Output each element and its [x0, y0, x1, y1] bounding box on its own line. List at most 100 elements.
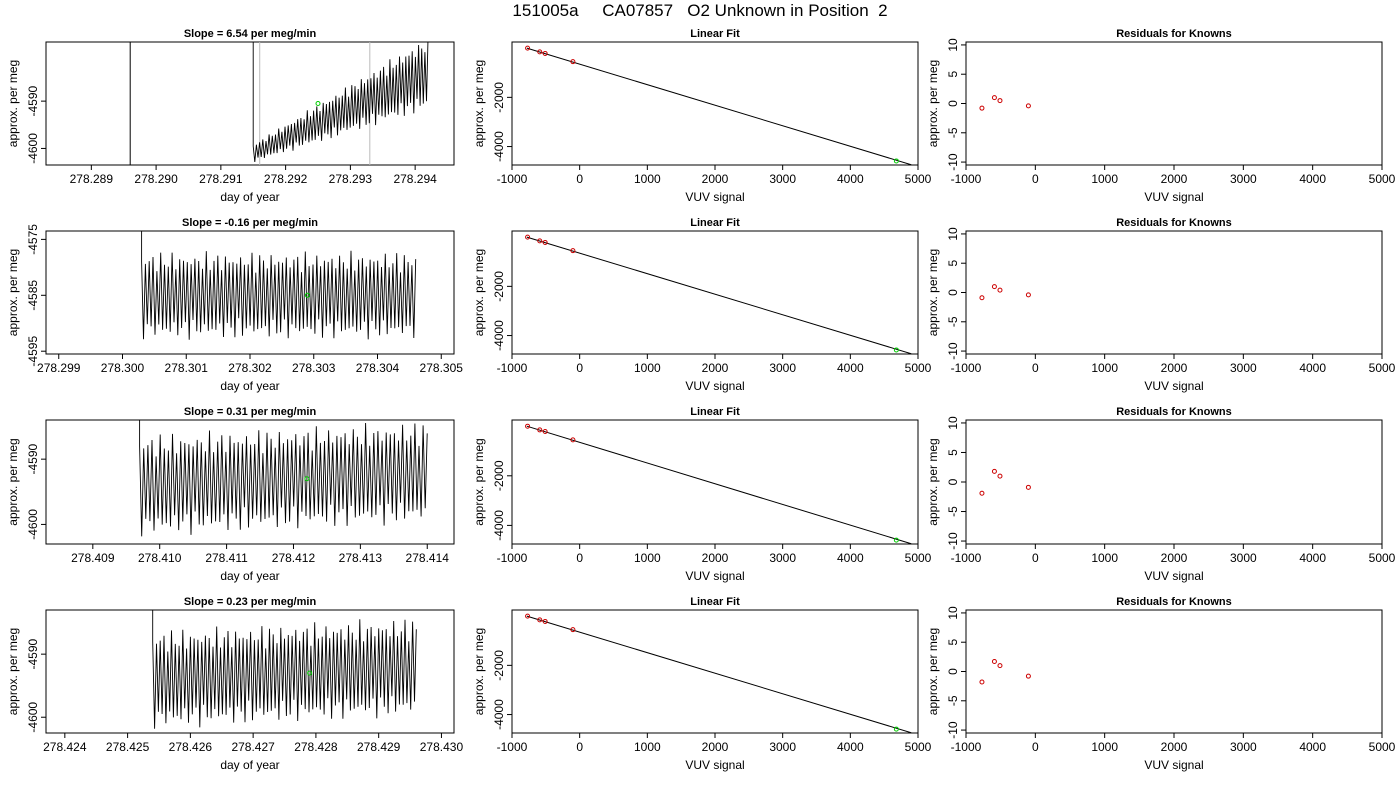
residual-point [991, 468, 997, 474]
plot-frame [45, 41, 455, 166]
y-tick-label: 10 [946, 606, 960, 620]
y-axis-label: approx. per meg [926, 628, 940, 715]
plot-area [525, 234, 912, 354]
x-tick-label: 3000 [1230, 361, 1257, 375]
x-tick-label: 1000 [634, 551, 661, 565]
x-axis-label: VUV signal [685, 569, 744, 583]
y-tick-label: 0 [946, 289, 960, 296]
x-tick-label: 4000 [837, 740, 864, 754]
mean-marker [315, 101, 321, 106]
known-point [542, 429, 548, 435]
y-tick-label: 10 [946, 416, 960, 430]
x-tick-label: 1000 [634, 361, 661, 375]
x-axis-label: day of year [220, 190, 279, 204]
data-trace [139, 420, 428, 537]
y-tick-label: 0 [946, 100, 960, 107]
residual-point [997, 663, 1003, 669]
x-tick-label: 2000 [1161, 361, 1188, 375]
x-tick-label: 0 [576, 740, 583, 754]
x-tick-label: 278.428 [294, 740, 338, 754]
x-axis-label: VUV signal [685, 379, 744, 393]
known-point [570, 248, 576, 254]
panel-title: Slope = -0.16 per meg/min [182, 217, 318, 229]
y-tick-label: -4585 [26, 280, 40, 311]
x-tick-label: -1000 [497, 551, 528, 565]
x-tick-label: 5000 [905, 172, 932, 186]
y-axis-label: approx. per meg [926, 438, 940, 525]
plot-frame [45, 230, 455, 355]
residual-point [1025, 103, 1031, 109]
x-tick-label: 278.293 [329, 172, 373, 186]
fit-line [526, 47, 912, 165]
x-tick-label: -1000 [951, 740, 982, 754]
x-tick-label: 2000 [1161, 740, 1188, 754]
known-point [525, 423, 531, 429]
panel-title: Linear Fit [690, 28, 740, 40]
plot-area [141, 231, 417, 340]
x-tick-label: 2000 [1161, 172, 1188, 186]
x-tick-label: 278.304 [356, 361, 400, 375]
y-tick-label: 10 [946, 38, 960, 52]
plot-frame [511, 41, 919, 166]
y-tick-label: 10 [946, 227, 960, 241]
x-tick-label: 5000 [905, 551, 932, 565]
x-tick-label: 3000 [769, 551, 796, 565]
known-point [570, 437, 576, 443]
plot-frame [45, 609, 455, 734]
x-tick-label: 1000 [1091, 172, 1118, 186]
plot-area [525, 613, 912, 733]
residual-point [991, 659, 997, 665]
panel-title: Residuals for Knowns [1116, 217, 1232, 229]
residual-point [979, 105, 985, 111]
plot-frame [965, 609, 1383, 734]
panel-title: Residuals for Knowns [1116, 28, 1232, 40]
panel-3-trace: Slope = 0.31 per meg/min 278.409 278.410 27… [6, 406, 455, 583]
y-tick-label: -4600 [26, 509, 40, 540]
y-tick-label: -5 [946, 506, 960, 517]
known-point [525, 234, 531, 240]
x-tick-label: 1000 [634, 172, 661, 186]
y-axis-label: approx. per meg [6, 249, 20, 336]
panel-4-fit: Linear Fit -1000 0 1000 2000 3000 4000 5000 -200… [472, 596, 932, 772]
y-tick-label: -4590 [26, 85, 40, 116]
y-tick-label: -10 [946, 532, 960, 550]
plot-area [979, 659, 1031, 685]
x-tick-label: 5000 [905, 361, 932, 375]
y-tick-label: -4600 [26, 133, 40, 164]
y-tick-label: 0 [946, 668, 960, 675]
x-tick-label: 278.412 [272, 551, 316, 565]
x-tick-label: 278.290 [134, 172, 178, 186]
y-tick-label: -4595 [26, 336, 40, 367]
y-tick-label: 5 [946, 71, 960, 78]
x-tick-label: 278.303 [292, 361, 336, 375]
x-tick-label: 4000 [1299, 172, 1326, 186]
y-tick-label: -4000 [492, 699, 506, 730]
residual-point [991, 95, 997, 101]
x-tick-label: 5000 [1369, 740, 1396, 754]
plot-area [979, 468, 1031, 496]
residual-point [979, 679, 985, 685]
known-point [542, 239, 548, 245]
x-tick-label: 1000 [1091, 551, 1118, 565]
x-tick-label: 0 [1032, 740, 1039, 754]
x-tick-label: 1000 [1091, 361, 1118, 375]
x-tick-label: 4000 [1299, 551, 1326, 565]
known-point [525, 45, 531, 51]
x-tick-label: 278.302 [228, 361, 272, 375]
y-tick-label: -10 [946, 721, 960, 739]
known-point [537, 427, 543, 433]
x-axis-label: VUV signal [685, 758, 744, 772]
unknown-point [893, 537, 899, 543]
x-tick-label: 278.289 [70, 172, 114, 186]
residual-point [1025, 292, 1031, 298]
x-tick-label: 4000 [837, 551, 864, 565]
x-axis-label: VUV signal [685, 190, 744, 204]
x-tick-label: -1000 [951, 551, 982, 565]
x-tick-label: 3000 [1230, 172, 1257, 186]
panel-title: Linear Fit [690, 596, 740, 608]
x-tick-label: 278.425 [106, 740, 150, 754]
panel-title: Slope = 6.54 per meg/min [184, 28, 317, 40]
x-tick-label: -1000 [951, 172, 982, 186]
